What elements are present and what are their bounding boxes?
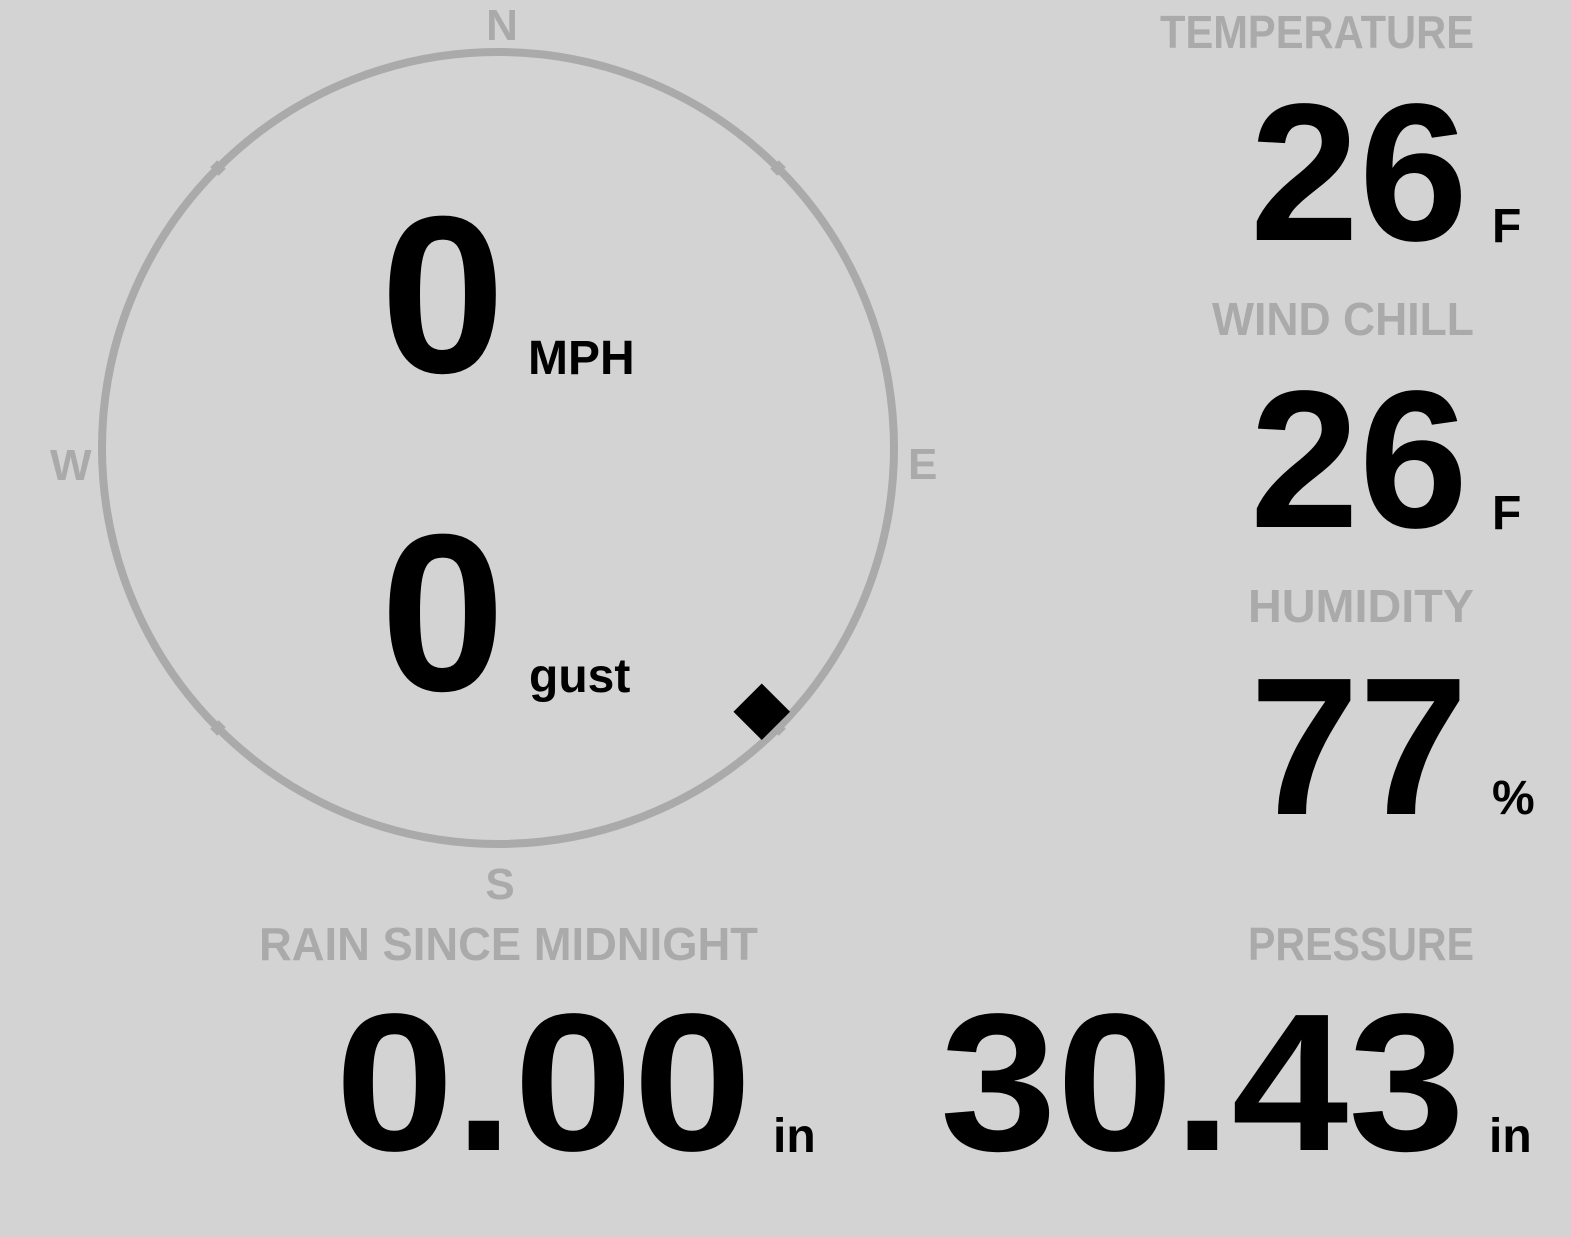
rain-panel: RAIN SINCE MIDNIGHT 0.00 in (259, 918, 816, 1192)
temperature-unit: F (1492, 200, 1521, 253)
pressure-value: 30.43 (940, 973, 1465, 1192)
compass-east: E (908, 440, 937, 489)
humidity-label: HUMIDITY (1248, 580, 1474, 632)
pressure-label: PRESSURE (1248, 918, 1474, 970)
compass-tick (770, 160, 786, 176)
wind-speed-value: 0 (380, 170, 505, 420)
humidity-panel: HUMIDITY 77 % (1248, 580, 1535, 856)
compass-west: W (50, 441, 92, 490)
wind-gust-label: gust (529, 650, 630, 703)
compass-ring (98, 48, 898, 848)
wind-chill-value: 26 (1250, 350, 1468, 569)
pressure-unit: in (1489, 1110, 1532, 1163)
wind-chill-unit: F (1492, 487, 1521, 540)
humidity-unit: % (1492, 772, 1535, 825)
wind-chill-label: WIND CHILL (1212, 293, 1474, 345)
humidity-value: 77 (1250, 637, 1468, 856)
wind-gust-value: 0 (380, 488, 505, 738)
wind-compass: N E S W 0 MPH 0 gust (50, 1, 937, 909)
compass-tick (210, 160, 226, 176)
rain-label: RAIN SINCE MIDNIGHT (259, 918, 758, 970)
rain-value: 0.00 (335, 973, 752, 1192)
temperature-value: 26 (1250, 63, 1468, 282)
compass-north: N (486, 1, 518, 50)
pressure-panel: PRESSURE 30.43 in (940, 918, 1532, 1192)
wind-chill-panel: WIND CHILL 26 F (1212, 293, 1521, 569)
temperature-panel: TEMPERATURE 26 F (1160, 6, 1521, 282)
compass-south: S (485, 860, 514, 909)
wind-speed-unit: MPH (528, 332, 635, 385)
rain-unit: in (773, 1110, 816, 1163)
temperature-label: TEMPERATURE (1160, 6, 1474, 58)
compass-tick (210, 720, 226, 736)
